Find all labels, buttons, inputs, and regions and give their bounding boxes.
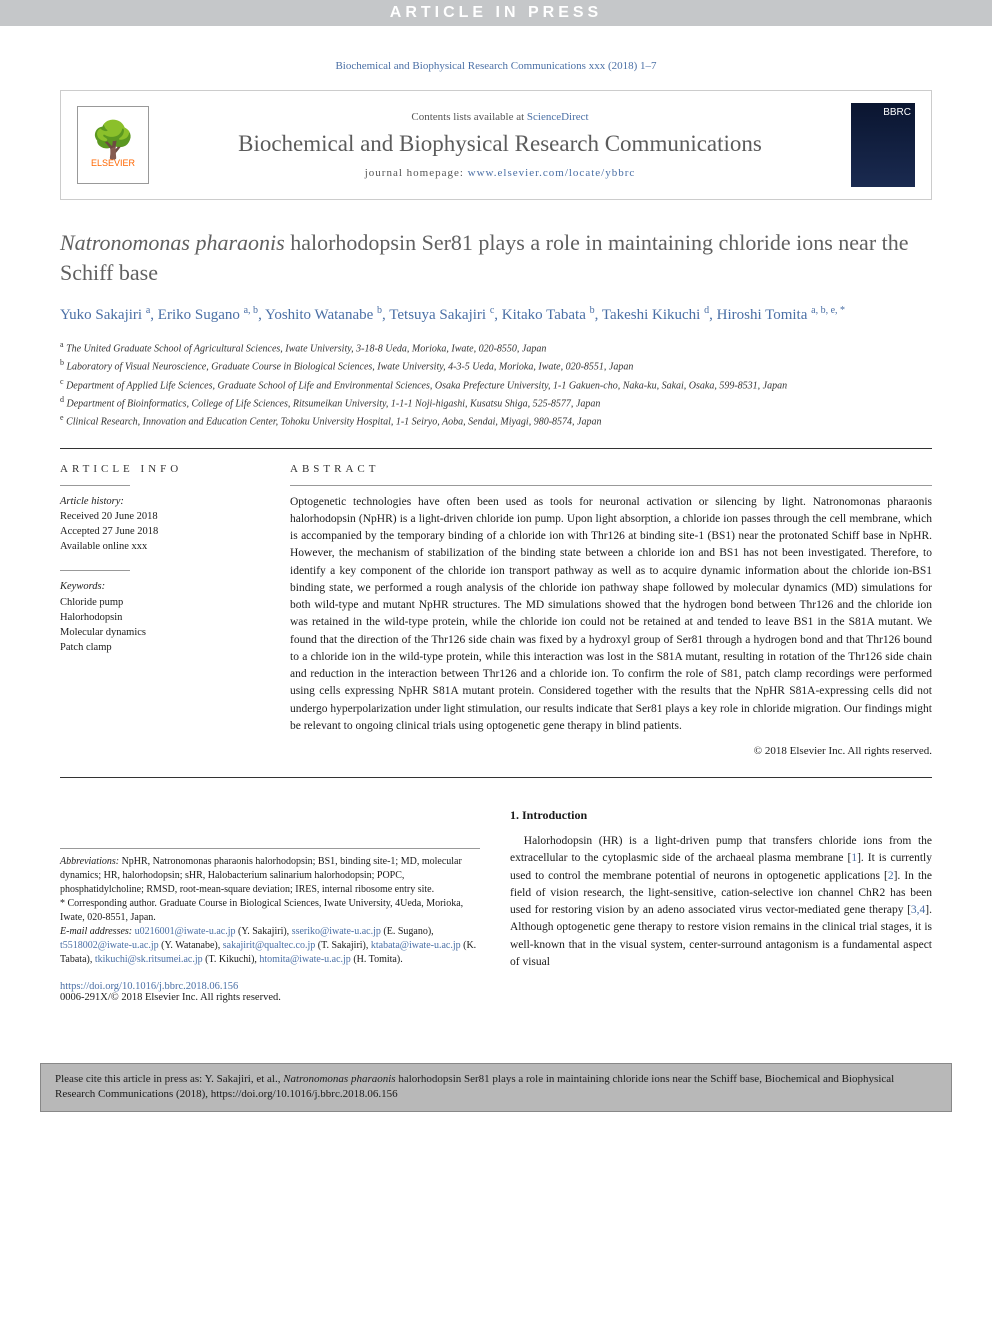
author: Kitako Tabata b — [502, 307, 595, 323]
email-link[interactable]: sseriko@iwate-u.ac.jp — [292, 926, 381, 937]
citation-box: Please cite this article in press as: Y.… — [40, 1063, 952, 1112]
separator — [60, 777, 932, 778]
affiliation: e Clinical Research, Innovation and Educ… — [60, 412, 932, 429]
tree-icon: 🌳 — [91, 122, 136, 158]
body-columns: Abbreviations: NpHR, Natronomonas pharao… — [60, 808, 932, 1003]
doi-block: https://doi.org/10.1016/j.bbrc.2018.06.1… — [60, 981, 480, 1003]
doi-link[interactable]: https://doi.org/10.1016/j.bbrc.2018.06.1… — [60, 981, 238, 992]
author: Yuko Sakajiri a — [60, 307, 150, 323]
author: Yoshito Watanabe b — [265, 307, 382, 323]
keyword: Chloride pump — [60, 597, 123, 608]
email-link[interactable]: t5518002@iwate-u.ac.jp — [60, 940, 159, 951]
article-title: Natronomonas pharaonis halorhodopsin Ser… — [60, 228, 932, 287]
header-center: Contents lists available at ScienceDirec… — [165, 111, 835, 179]
affiliations-list: a The United Graduate School of Agricult… — [60, 339, 932, 430]
journal-cover-thumbnail: BBRC — [851, 103, 915, 187]
separator — [60, 448, 932, 449]
introduction-heading: 1. Introduction — [510, 808, 932, 823]
body-right-column: 1. Introduction Halorhodopsin (HR) is a … — [510, 808, 932, 1003]
elsevier-logo: 🌳 ELSEVIER — [77, 106, 149, 184]
abstract-text: Optogenetic technologies have often been… — [290, 494, 932, 736]
article-history: Article history: Received 20 June 2018 A… — [60, 494, 260, 555]
article-in-press-banner: ARTICLE IN PRESS — [0, 0, 992, 26]
publisher-name: ELSEVIER — [91, 158, 135, 168]
mini-separator — [60, 485, 130, 486]
affiliation: a The United Graduate School of Agricult… — [60, 339, 932, 356]
introduction-text: Halorhodopsin (HR) is a light-driven pum… — [510, 833, 932, 971]
keyword: Halorhodopsin — [60, 612, 122, 623]
body-left-column: Abbreviations: NpHR, Natronomonas pharao… — [60, 808, 480, 1003]
mini-separator — [290, 485, 932, 486]
email-link[interactable]: htomita@iwate-u.ac.jp — [259, 954, 350, 965]
author: Eriko Sugano a, b — [158, 307, 258, 323]
abbreviations: Abbreviations: NpHR, Natronomonas pharao… — [60, 855, 480, 897]
contents-line: Contents lists available at ScienceDirec… — [165, 111, 835, 123]
page-content: Biochemical and Biophysical Research Com… — [0, 26, 992, 1043]
affiliation: d Department of Bioinformatics, College … — [60, 394, 932, 411]
author: Takeshi Kikuchi d — [602, 307, 709, 323]
article-info-header: ARTICLE INFO — [60, 463, 260, 475]
sciencedirect-link[interactable]: ScienceDirect — [527, 111, 589, 123]
keyword: Patch clamp — [60, 642, 112, 653]
author: Tetsuya Sakajiri c — [389, 307, 494, 323]
abstract-column: ABSTRACT Optogenetic technologies have o… — [290, 463, 932, 758]
homepage-line: journal homepage: www.elsevier.com/locat… — [165, 167, 835, 179]
author-list: Yuko Sakajiri a, Eriko Sugano a, b, Yosh… — [60, 303, 932, 327]
issn-copyright: 0006-291X/© 2018 Elsevier Inc. All right… — [60, 992, 281, 1003]
email-link[interactable]: tkikuchi@sk.ritsumei.ac.jp — [95, 954, 203, 965]
mini-separator — [60, 570, 130, 571]
keywords-block: Keywords: Chloride pumpHalorhodopsinMole… — [60, 579, 260, 655]
email-link[interactable]: u0216001@iwate-u.ac.jp — [135, 926, 236, 937]
footnotes-block: Abbreviations: NpHR, Natronomonas pharao… — [60, 848, 480, 967]
abstract-copyright: © 2018 Elsevier Inc. All rights reserved… — [290, 745, 932, 757]
abstract-header: ABSTRACT — [290, 463, 932, 475]
article-info-column: ARTICLE INFO Article history: Received 2… — [60, 463, 260, 758]
keyword: Molecular dynamics — [60, 627, 146, 638]
email-addresses: E-mail addresses: u0216001@iwate-u.ac.jp… — [60, 925, 480, 967]
affiliation: c Department of Applied Life Sciences, G… — [60, 376, 932, 393]
info-abstract-row: ARTICLE INFO Article history: Received 2… — [60, 463, 932, 758]
journal-title: Biochemical and Biophysical Research Com… — [165, 131, 835, 157]
corresponding-author: * Corresponding author. Graduate Course … — [60, 897, 480, 925]
journal-homepage-link[interactable]: www.elsevier.com/locate/ybbrc — [468, 167, 636, 179]
journal-reference: Biochemical and Biophysical Research Com… — [60, 60, 932, 72]
email-link[interactable]: sakajirit@qualtec.co.jp — [223, 940, 316, 951]
journal-header-box: 🌳 ELSEVIER Contents lists available at S… — [60, 90, 932, 200]
affiliation: b Laboratory of Visual Neuroscience, Gra… — [60, 357, 932, 374]
email-link[interactable]: ktabata@iwate-u.ac.jp — [371, 940, 461, 951]
author: Hiroshi Tomita a, b, e, * — [717, 307, 845, 323]
